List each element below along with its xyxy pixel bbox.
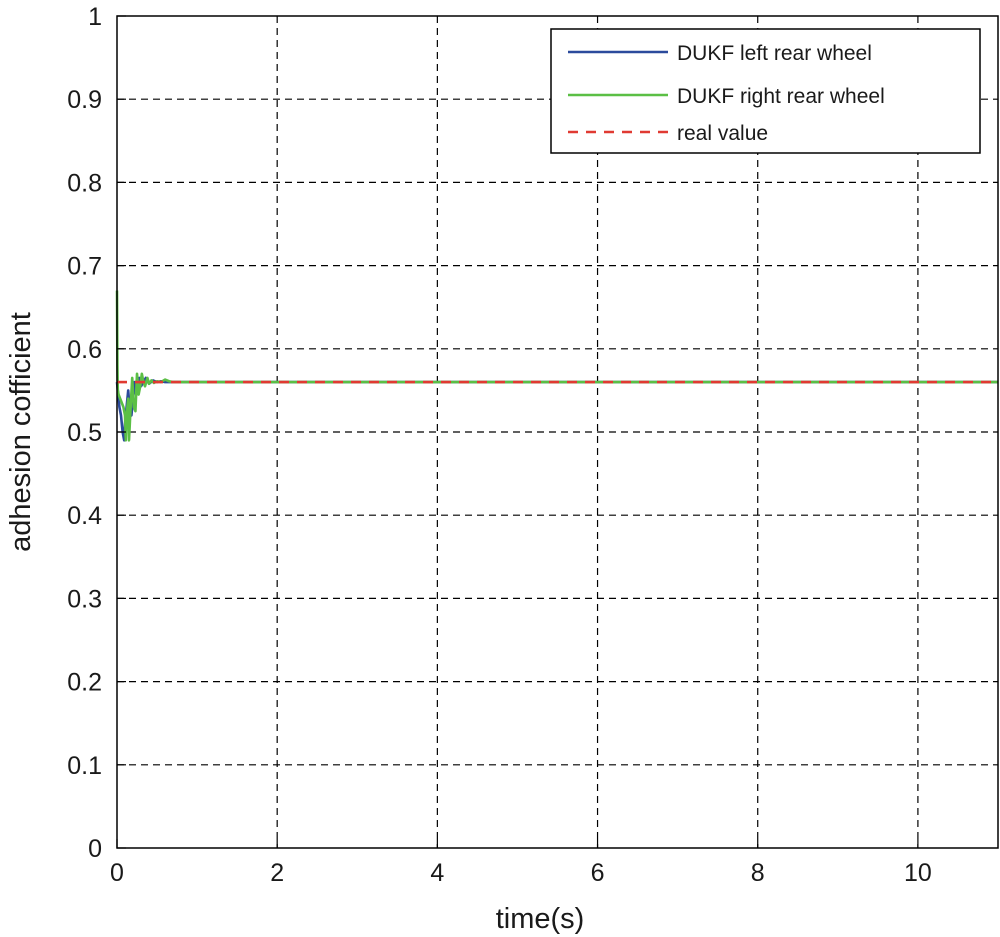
y-tick-label: 0.7 — [67, 253, 102, 281]
y-tick-label: 0.3 — [67, 585, 102, 613]
y-tick-label: 0.5 — [67, 419, 102, 447]
x-tick-label: 6 — [591, 859, 605, 887]
legend-label-2: DUKF right rear wheel — [677, 85, 885, 108]
x-tick-label: 2 — [270, 859, 284, 887]
y-axis-label: adhesion cofficient — [5, 312, 37, 552]
x-axis-label: time(s) — [496, 903, 585, 935]
x-tick-label: 0 — [110, 859, 124, 887]
x-tick-label: 10 — [904, 859, 932, 887]
y-tick-label: 0.9 — [67, 86, 102, 114]
ticks: 0 2 4 6 8 10 0 0.1 0.2 0.3 0.4 0.5 0.6 0.7 0.8 0.9 1 — [67, 3, 932, 887]
legend-label-3: real value — [677, 122, 768, 145]
legend: DUKF left rear wheel DUKF right rear whee… — [550, 28, 981, 154]
y-tick-label: 0 — [88, 835, 102, 863]
y-tick-label: 0.6 — [67, 336, 102, 364]
y-tick-label: 0.2 — [67, 669, 102, 697]
legend-label-1: DUKF left rear wheel — [677, 42, 872, 65]
y-tick-label: 0.1 — [67, 752, 102, 780]
x-tick-label: 8 — [751, 859, 765, 887]
series-group — [115, 290, 998, 442]
grid — [117, 16, 998, 848]
y-tick-label: 0.8 — [67, 169, 102, 197]
y-tick-label: 0.4 — [67, 502, 102, 530]
x-tick-label: 4 — [430, 859, 444, 887]
y-tick-label: 1 — [88, 3, 102, 31]
